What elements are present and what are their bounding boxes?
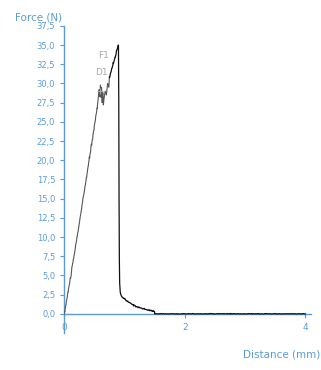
Text: D1: D1 [96, 68, 108, 77]
X-axis label: Distance (mm): Distance (mm) [243, 350, 320, 360]
Text: F1: F1 [98, 51, 109, 60]
Y-axis label: Force (N): Force (N) [15, 13, 62, 23]
